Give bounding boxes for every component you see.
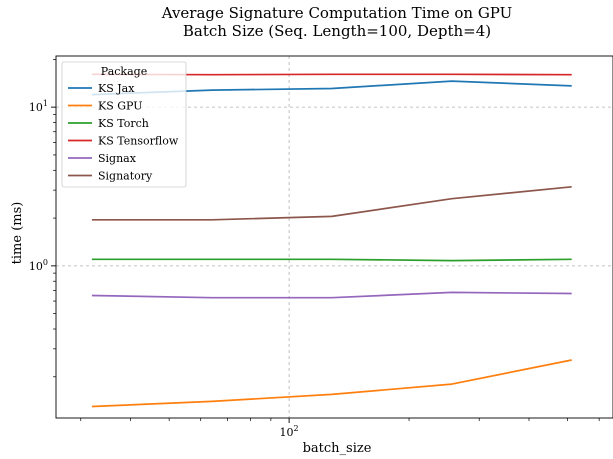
y-tick-label: 101 bbox=[29, 99, 48, 114]
legend-label-ks-jax: KS Jax bbox=[98, 82, 135, 95]
y-axis-label: time (ms) bbox=[10, 202, 25, 265]
legend-label-signatory: Signatory bbox=[98, 170, 153, 183]
plot-frame bbox=[55, 55, 613, 419]
legend-label-ks-gpu: KS GPU bbox=[98, 100, 143, 113]
legend: Package KS Jax KS GPU KS Torch KS Tensorflo… bbox=[61, 61, 187, 188]
series-line-ks-gpu bbox=[91, 359, 572, 408]
series-line-ks-torch bbox=[91, 258, 572, 262]
chart-subtitle: Batch Size (Seq. Length=100, Depth=4) bbox=[183, 22, 491, 40]
legend-label-signax: Signax bbox=[98, 152, 137, 165]
legend-label-ks-torch: KS Torch bbox=[98, 117, 149, 130]
legend-title: Package bbox=[101, 65, 147, 78]
legend-label-ks-tensorflow: KS Tensorflow bbox=[98, 135, 179, 148]
x-axis-label: batch_size bbox=[303, 441, 372, 456]
chart-title: Average Signature Computation Time on GP… bbox=[161, 4, 513, 22]
series-line-signatory bbox=[91, 185, 572, 221]
x-tick-label: 102 bbox=[280, 424, 299, 439]
series-line-signax bbox=[91, 291, 572, 299]
axis-ticks: 102 100 101 bbox=[29, 59, 600, 439]
legend-box bbox=[61, 61, 187, 188]
y-tick-label: 100 bbox=[29, 258, 48, 273]
